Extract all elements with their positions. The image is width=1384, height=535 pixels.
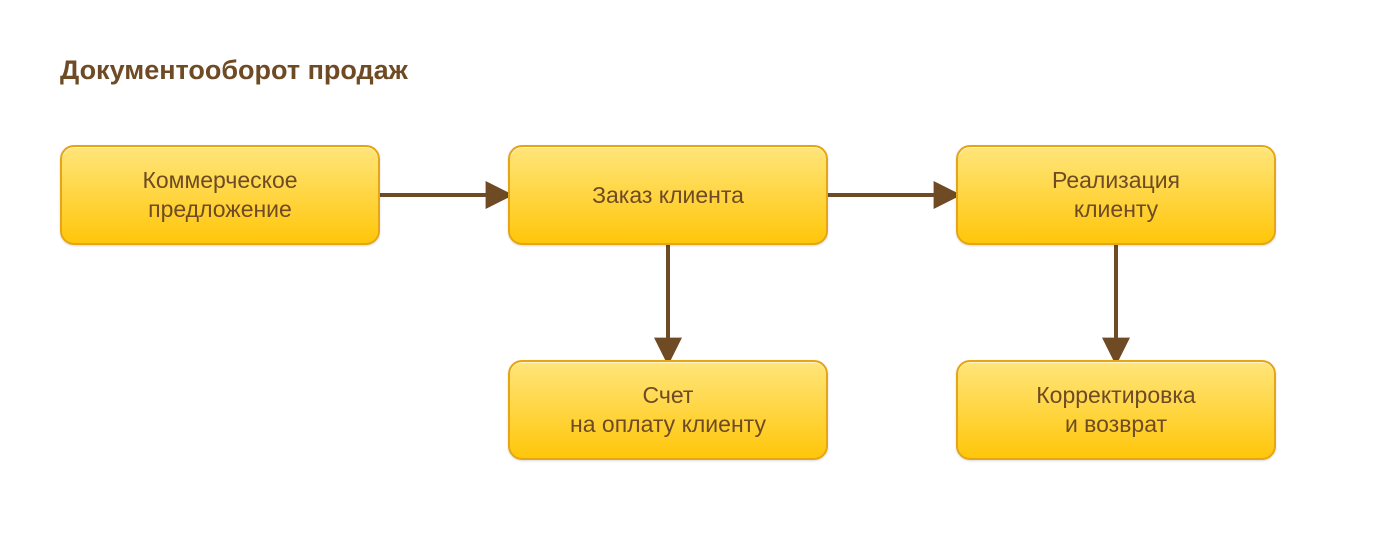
node-order: Заказ клиента: [508, 145, 828, 245]
diagram-title: Документооборот продаж: [60, 55, 408, 86]
node-invoice: Счет на оплату клиенту: [508, 360, 828, 460]
node-correction: Корректировка и возврат: [956, 360, 1276, 460]
node-sale: Реализация клиенту: [956, 145, 1276, 245]
diagram-stage: Документооборот продаж Коммерческое пред…: [0, 0, 1384, 535]
node-offer: Коммерческое предложение: [60, 145, 380, 245]
